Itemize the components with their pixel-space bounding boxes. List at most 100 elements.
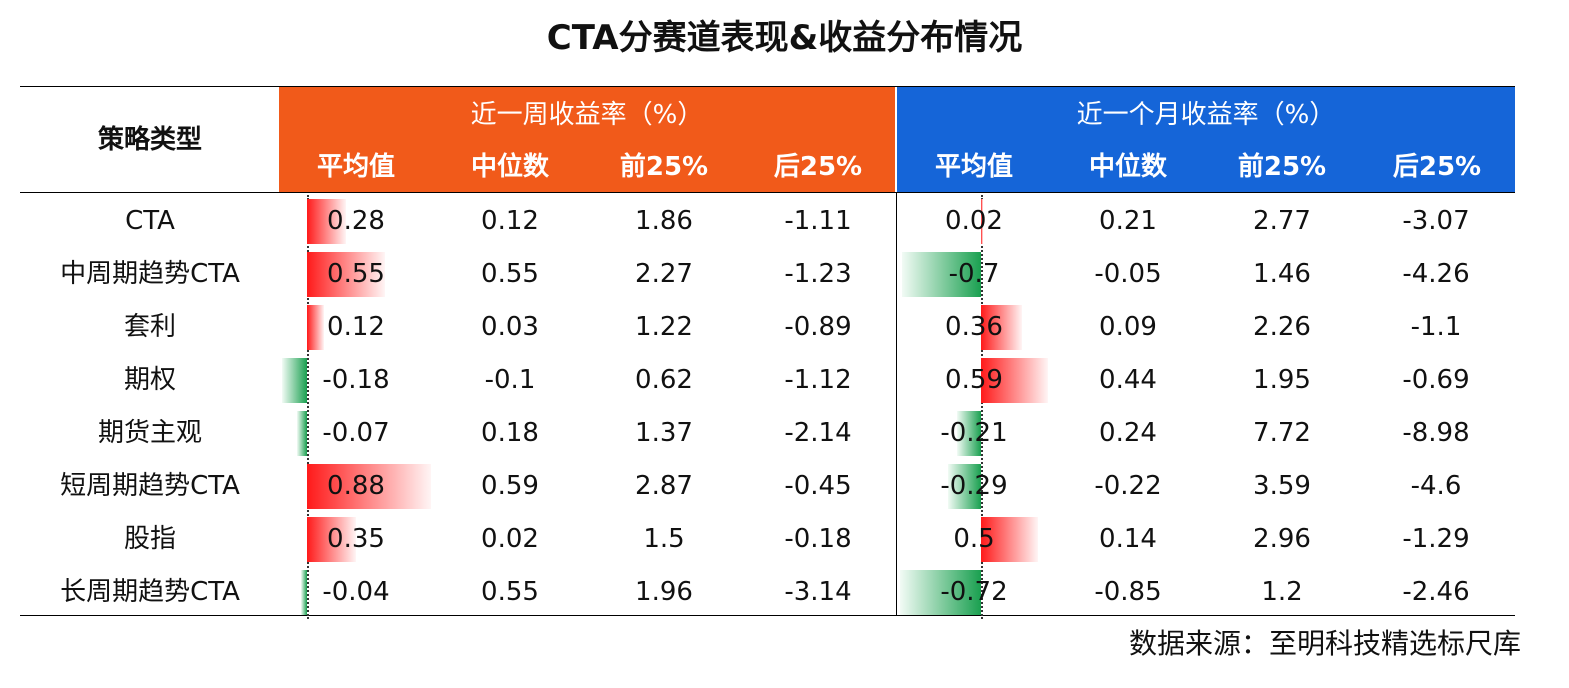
week-median-cell: 0.59 bbox=[481, 471, 539, 501]
month-median-cell: -0.85 bbox=[1094, 577, 1162, 607]
row-label: 股指 bbox=[123, 524, 176, 554]
month-bottom25-cell: -4.26 bbox=[1402, 259, 1470, 289]
row-label: CTA bbox=[125, 206, 175, 236]
week-bottom25-cell: -0.45 bbox=[784, 471, 852, 501]
week-mean-bar bbox=[307, 305, 324, 350]
week-bottom25-cell: -1.12 bbox=[784, 365, 852, 395]
month-mean-bar bbox=[901, 252, 981, 297]
week-top25-cell: 1.96 bbox=[635, 577, 693, 607]
week-mean-bar bbox=[307, 199, 347, 244]
month-median-cell: 0.24 bbox=[1099, 418, 1157, 448]
week-mean-cell: 0.88 bbox=[327, 471, 385, 501]
week-mean-bar bbox=[307, 252, 385, 297]
week-mean-cell: -0.07 bbox=[322, 418, 390, 448]
week-col-bottom25: 后25% bbox=[773, 152, 863, 182]
month-col-bottom25: 后25% bbox=[1392, 152, 1482, 182]
month-mean-cell: 0.36 bbox=[945, 312, 1003, 342]
month-mean-cell: 0.02 bbox=[945, 206, 1003, 236]
week-mean-bar bbox=[307, 517, 357, 562]
week-top25-cell: 2.87 bbox=[635, 471, 693, 501]
table-top-rule bbox=[20, 86, 1515, 87]
month-bottom25-cell: -0.69 bbox=[1402, 365, 1470, 395]
month-col-median: 中位数 bbox=[1088, 152, 1167, 182]
week-median-cell: 0.55 bbox=[481, 259, 539, 289]
week-col-median: 中位数 bbox=[470, 152, 549, 182]
week-mean-cell: 0.12 bbox=[327, 312, 385, 342]
row-label: 中周期趋势CTA bbox=[60, 259, 240, 289]
week-top25-cell: 1.37 bbox=[635, 418, 693, 448]
week-mean-cell: 0.55 bbox=[327, 259, 385, 289]
row-label: 套利 bbox=[123, 312, 176, 342]
month-mean-cell: -0.72 bbox=[940, 577, 1008, 607]
month-bottom25-cell: -1.29 bbox=[1402, 524, 1470, 554]
week-bottom25-cell: -1.23 bbox=[784, 259, 852, 289]
row-label: 短周期趋势CTA bbox=[60, 471, 240, 501]
group-divider bbox=[896, 192, 897, 615]
week-mean-axis bbox=[307, 195, 309, 619]
month-bottom25-cell: -3.07 bbox=[1402, 206, 1470, 236]
table-bottom-rule bbox=[20, 615, 1515, 616]
week-top25-cell: 1.22 bbox=[635, 312, 693, 342]
month-mean-cell: -0.29 bbox=[940, 471, 1008, 501]
month-mean-bar bbox=[957, 411, 981, 456]
month-col-top25: 前25% bbox=[1237, 152, 1327, 182]
month-median-cell: 0.09 bbox=[1099, 312, 1157, 342]
month-mean-axis bbox=[981, 195, 983, 619]
week-bottom25-cell: -0.89 bbox=[784, 312, 852, 342]
month-bottom25-cell: -2.46 bbox=[1402, 577, 1470, 607]
month-mean-bar bbox=[948, 464, 981, 509]
month-bottom25-cell: -4.6 bbox=[1410, 471, 1462, 501]
month-bottom25-cell: -8.98 bbox=[1402, 418, 1470, 448]
week-median-cell: 0.02 bbox=[481, 524, 539, 554]
month-header: 近一个月收益率（%） 平均值 中位数 前25% 后25% bbox=[897, 87, 1515, 192]
month-bottom25-cell: -1.1 bbox=[1410, 312, 1462, 342]
month-median-cell: 0.21 bbox=[1099, 206, 1157, 236]
week-median-cell: 0.18 bbox=[481, 418, 539, 448]
month-top25-cell: 2.26 bbox=[1253, 312, 1311, 342]
month-median-cell: -0.22 bbox=[1094, 471, 1162, 501]
week-top25-cell: 1.86 bbox=[635, 206, 693, 236]
row-label: 期权 bbox=[123, 365, 176, 395]
week-bottom25-cell: -0.18 bbox=[784, 524, 852, 554]
month-top25-cell: 1.2 bbox=[1261, 577, 1303, 607]
month-mean-bar bbox=[981, 199, 984, 244]
week-bottom25-cell: -3.14 bbox=[784, 577, 852, 607]
month-top25-cell: 1.46 bbox=[1253, 259, 1311, 289]
month-mean-bar bbox=[981, 517, 1038, 562]
strategy-header: 策略类型 bbox=[97, 125, 202, 155]
month-median-cell: 0.14 bbox=[1099, 524, 1157, 554]
week-mean-cell: 0.28 bbox=[327, 206, 385, 236]
week-top25-cell: 2.27 bbox=[635, 259, 693, 289]
week-median-cell: -0.1 bbox=[484, 365, 536, 395]
month-median-cell: 0.44 bbox=[1099, 365, 1157, 395]
month-top25-cell: 3.59 bbox=[1253, 471, 1311, 501]
month-top25-cell: 2.96 bbox=[1253, 524, 1311, 554]
month-mean-cell: -0.7 bbox=[948, 259, 1000, 289]
month-group-label: 近一个月收益率（%） bbox=[1076, 100, 1336, 130]
month-top25-cell: 1.95 bbox=[1253, 365, 1311, 395]
chart-title: CTA分赛道表现&收益分布情况 bbox=[546, 18, 1023, 58]
source-note: 数据来源：至明科技精选标尺库 bbox=[1128, 627, 1521, 660]
week-median-cell: 0.55 bbox=[481, 577, 539, 607]
month-mean-bar bbox=[981, 358, 1048, 403]
week-col-mean: 平均值 bbox=[316, 152, 395, 182]
month-mean-cell: 0.5 bbox=[953, 524, 995, 554]
week-mean-bar bbox=[297, 411, 307, 456]
week-col-top25: 前25% bbox=[619, 152, 709, 182]
week-top25-cell: 0.62 bbox=[635, 365, 693, 395]
week-top25-cell: 1.5 bbox=[643, 524, 685, 554]
month-mean-bar bbox=[981, 305, 1022, 350]
week-median-cell: 0.12 bbox=[481, 206, 539, 236]
row-label: 期货主观 bbox=[97, 418, 202, 448]
week-mean-bar bbox=[281, 358, 307, 403]
week-group-label: 近一周收益率（%） bbox=[470, 100, 704, 130]
week-median-cell: 0.03 bbox=[481, 312, 539, 342]
week-mean-bar bbox=[301, 570, 307, 615]
month-mean-cell: -0.21 bbox=[940, 418, 1008, 448]
week-mean-bar bbox=[307, 464, 432, 509]
week-bottom25-cell: -1.11 bbox=[784, 206, 852, 236]
table-header-rule bbox=[20, 192, 1515, 193]
month-top25-cell: 7.72 bbox=[1253, 418, 1311, 448]
week-header: 近一周收益率（%） 平均值 中位数 前25% 后25% bbox=[279, 87, 895, 192]
week-mean-cell: -0.18 bbox=[322, 365, 390, 395]
